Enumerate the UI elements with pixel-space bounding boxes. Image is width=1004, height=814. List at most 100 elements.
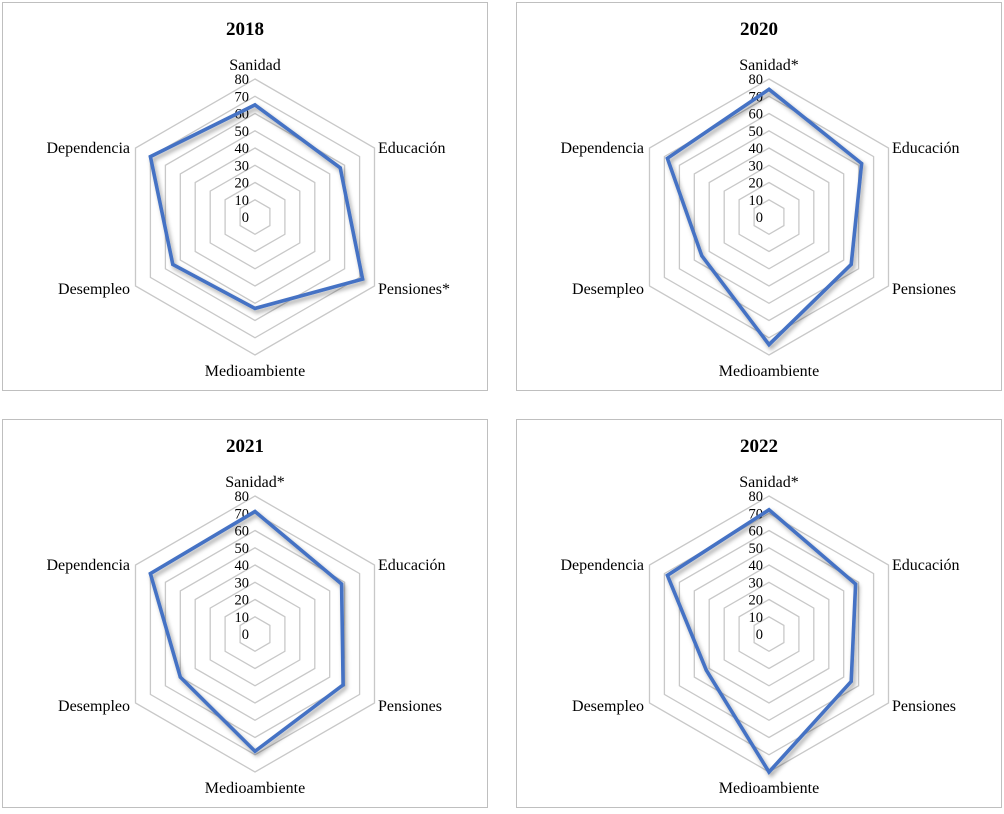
grid-ring [149,95,361,339]
data-point [860,161,864,166]
category-label: Medioambiente [205,780,305,797]
radar-panel-2018: 2018 0 10 20 30 40 50 60 70 80 Sanidad Educación Pe… [2,2,488,391]
tick-label: 80 [749,72,764,88]
tick-label: 80 [235,72,250,88]
category-label: Educación [378,557,446,574]
data-point [338,166,342,170]
data-points [148,509,345,753]
category-label: Sanidad [229,57,281,74]
data-point [849,679,853,683]
radar-panel-2022: 2022 0 10 20 30 40 50 60 70 80 Sanidad* Educación P… [516,419,1002,808]
grid-ring [134,78,376,356]
data-point [253,749,257,753]
grid-ring [239,199,271,236]
category-label: Pensiones [378,698,442,715]
category-label: Pensiones [892,698,956,715]
category-label: Educación [892,557,960,574]
grid-ring [179,130,331,305]
grid-ring [693,130,845,305]
tick-label: 70 [749,506,764,522]
data-points [148,103,365,310]
tick-label: 50 [749,124,764,140]
data-point [767,87,771,91]
grid-ring [678,529,860,739]
radar-panel-2021: 2021 0 10 20 30 40 50 60 70 80 Sanidad* Educación P… [2,419,488,808]
data-point [253,509,257,514]
grid-ring [224,181,286,253]
tick-label: 60 [749,524,764,540]
tick-label: 20 [235,176,250,192]
tick-label: 40 [749,558,764,574]
category-label: Dependencia [46,140,130,157]
tick-label: 50 [235,124,250,140]
data-point [665,156,669,160]
tick-label: 10 [749,610,764,626]
tick-label: 30 [749,158,764,174]
category-label: Medioambiente [719,780,819,797]
tick-label: 40 [235,141,250,157]
tick-label: 50 [749,541,764,557]
category-label: Desempleo [58,281,130,298]
grid-ring [209,581,301,687]
category-labels: Sanidad* Educación Pensiones Medioambiente D… [560,57,959,380]
data-point [700,254,704,258]
data-point [767,343,771,347]
radar-chart: 01020304050607080Sanidad*EducaciónPensio… [560,57,959,380]
tick-label: 60 [235,524,250,540]
category-labels: Sanidad* Educación Pensiones Medioambiente D… [560,474,959,797]
category-label: Desempleo [572,698,644,715]
data-point [253,103,257,107]
radar-grid [648,78,890,356]
radar-grid [134,495,376,773]
tick-label: 40 [235,558,250,574]
grid-ring [224,598,286,670]
category-label: Desempleo [58,698,130,715]
radar-grid [134,78,376,356]
grid-ring [678,112,860,322]
category-label: Sanidad* [739,474,799,491]
data-point [767,770,771,774]
grid-ring [708,564,830,704]
grid-ring [753,199,785,236]
grid-ring [693,547,845,722]
grid-ring [738,598,800,670]
tick-label: 10 [749,193,764,209]
tick-label: 20 [749,593,764,609]
tick-label: 20 [749,176,764,192]
radar-chart: 01020304050607080Sanidad*EducaciónPensio… [560,474,959,797]
category-label: Medioambiente [719,363,819,380]
tick-label: 0 [756,210,763,226]
radar-panel-2020: 2020 0 10 20 30 40 50 60 70 80 Sanidad* Educación P… [516,2,1002,391]
grid-ring [708,147,830,287]
data-point [767,508,771,512]
tick-label: 30 [235,575,250,591]
data-point [171,262,175,266]
data-point [178,675,182,679]
radar-chart: 01020304050607080SanidadEducaciónPension… [46,57,450,380]
data-point [704,668,708,672]
grid-ring [663,512,875,756]
tick-label: 30 [749,575,764,591]
tick-label: 60 [749,107,764,123]
grid-ring [194,147,316,287]
grid-ring [179,547,331,722]
radar-grid [648,495,890,773]
category-labels: Sanidad* Educación Pensiones Medioambiente D… [46,474,445,797]
chart-title: 2018 [226,19,264,40]
tick-label: 10 [235,193,250,209]
grid-ring [194,564,316,704]
grid-ring [648,78,890,356]
category-label: Medioambiente [205,363,305,380]
category-label: Dependencia [560,557,644,574]
tick-label: 80 [749,489,764,505]
radar-chart: 01020304050607080Sanidad*EducaciónPensio… [46,474,445,797]
category-label: Educación [892,140,960,157]
tick-label: 80 [235,489,250,505]
category-label: Dependencia [46,557,130,574]
category-label: Dependencia [560,140,644,157]
tick-label: 30 [235,158,250,174]
data-points [665,87,864,347]
